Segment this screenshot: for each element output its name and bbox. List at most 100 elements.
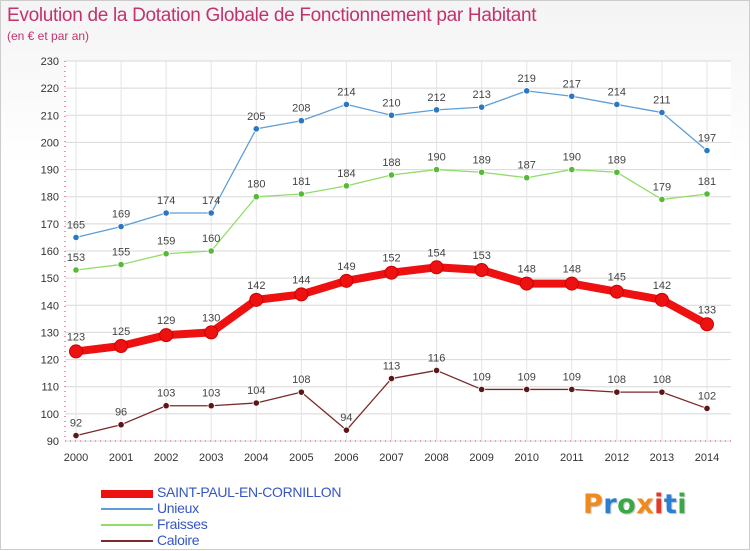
data-label: 103 xyxy=(202,388,220,400)
data-label: 142 xyxy=(653,280,671,292)
x-tick-label: 2002 xyxy=(154,452,178,464)
y-tick-label: 110 xyxy=(41,382,59,394)
data-point xyxy=(568,385,576,394)
data-point xyxy=(700,317,714,332)
data-label: 190 xyxy=(427,152,445,164)
x-tick-label: 2012 xyxy=(605,452,629,464)
logo-letter: i xyxy=(654,489,664,520)
x-tick-label: 2004 xyxy=(244,452,268,464)
logo-letter: r xyxy=(603,489,618,520)
legend-swatch xyxy=(101,540,153,542)
data-label: 187 xyxy=(518,160,536,172)
data-label: 180 xyxy=(247,179,265,191)
data-point xyxy=(117,421,125,429)
data-label: 116 xyxy=(428,352,446,364)
data-point xyxy=(658,388,666,396)
y-tick-label: 200 xyxy=(41,137,59,149)
data-label: 152 xyxy=(382,253,400,265)
y-tick-label: 230 xyxy=(41,56,59,68)
data-label: 169 xyxy=(112,209,130,221)
y-tick-label: 140 xyxy=(41,300,59,312)
legend-swatch xyxy=(101,508,153,510)
data-label: 159 xyxy=(157,236,175,248)
data-label: 108 xyxy=(292,374,310,386)
legend-label: Fraisses xyxy=(157,516,208,532)
data-point xyxy=(519,276,534,291)
y-tick-label: 170 xyxy=(41,219,59,231)
data-point xyxy=(384,265,399,280)
data-label: 103 xyxy=(157,388,175,400)
data-point xyxy=(609,284,624,299)
series-caloire: 92 96 103 103 104 108 94 113 116 109 109 109 108 108 1… xyxy=(70,352,716,440)
data-label: 96 xyxy=(115,407,127,419)
logo-letter: o xyxy=(617,489,637,520)
x-tick-label: 2008 xyxy=(424,452,448,464)
data-point xyxy=(72,233,80,242)
data-point xyxy=(252,193,260,201)
data-point xyxy=(478,385,486,394)
data-point xyxy=(432,165,441,174)
data-point xyxy=(432,366,441,375)
data-point xyxy=(69,344,83,359)
data-label: 113 xyxy=(383,361,401,373)
data-label: 145 xyxy=(608,272,626,284)
data-label: 160 xyxy=(202,233,220,245)
chart-subtitle: (en € et par an) xyxy=(7,29,90,43)
data-label: 189 xyxy=(608,154,626,166)
y-tick-label: 160 xyxy=(41,246,59,258)
data-label: 165 xyxy=(67,219,85,231)
data-label: 219 xyxy=(518,73,536,85)
series-unieux: 165 169 174 174 205 208 214 210 212 213 219 217 214 2… xyxy=(67,73,716,242)
legend-swatch xyxy=(101,490,153,498)
data-label: 179 xyxy=(653,181,671,193)
data-point xyxy=(613,168,621,176)
data-label: 109 xyxy=(472,371,490,383)
y-tick-label: 150 xyxy=(41,273,59,285)
y-tick-label: 220 xyxy=(41,83,59,95)
data-label: 125 xyxy=(112,326,130,338)
data-point xyxy=(342,182,351,190)
data-label: 153 xyxy=(472,250,490,262)
logo-letter: t xyxy=(663,489,678,520)
data-point xyxy=(474,263,489,277)
legend-label: SAINT-PAUL-EN-CORNILLON xyxy=(157,484,342,500)
data-point xyxy=(703,146,711,155)
data-label: 174 xyxy=(202,195,220,207)
data-point xyxy=(117,260,125,269)
data-label: 212 xyxy=(427,92,445,104)
data-label: 123 xyxy=(67,331,85,343)
data-point xyxy=(523,385,531,394)
data-point xyxy=(613,100,621,109)
data-label: 142 xyxy=(247,280,265,292)
proxiti-logo: Proxiti xyxy=(583,489,687,520)
data-point xyxy=(162,402,170,410)
data-label: 144 xyxy=(292,274,310,286)
x-tick-label: 2011 xyxy=(560,452,584,464)
data-label: 133 xyxy=(698,304,716,316)
data-label: 108 xyxy=(653,374,671,386)
data-label: 129 xyxy=(157,315,175,327)
data-point xyxy=(564,276,579,291)
data-point xyxy=(654,292,669,307)
x-tick-label: 2005 xyxy=(289,452,313,464)
data-label: 181 xyxy=(292,176,310,188)
data-label: 130 xyxy=(202,312,220,324)
data-point xyxy=(342,100,351,109)
data-point xyxy=(252,125,260,133)
legend-label: Unieux xyxy=(157,500,199,516)
data-label: 148 xyxy=(518,264,536,276)
data-label: 211 xyxy=(653,95,671,107)
data-point xyxy=(207,209,215,217)
logo-letter: x xyxy=(636,489,655,520)
data-label: 208 xyxy=(292,103,310,115)
data-point xyxy=(703,190,711,198)
x-tick-label: 2007 xyxy=(379,452,403,464)
data-point xyxy=(568,165,576,174)
data-point xyxy=(478,103,486,111)
data-label: 184 xyxy=(337,168,355,180)
data-point xyxy=(297,190,305,198)
logo-letter: i xyxy=(677,489,688,520)
y-tick-label: 90 xyxy=(47,436,59,448)
data-label: 108 xyxy=(608,374,626,386)
data-point xyxy=(432,106,441,114)
